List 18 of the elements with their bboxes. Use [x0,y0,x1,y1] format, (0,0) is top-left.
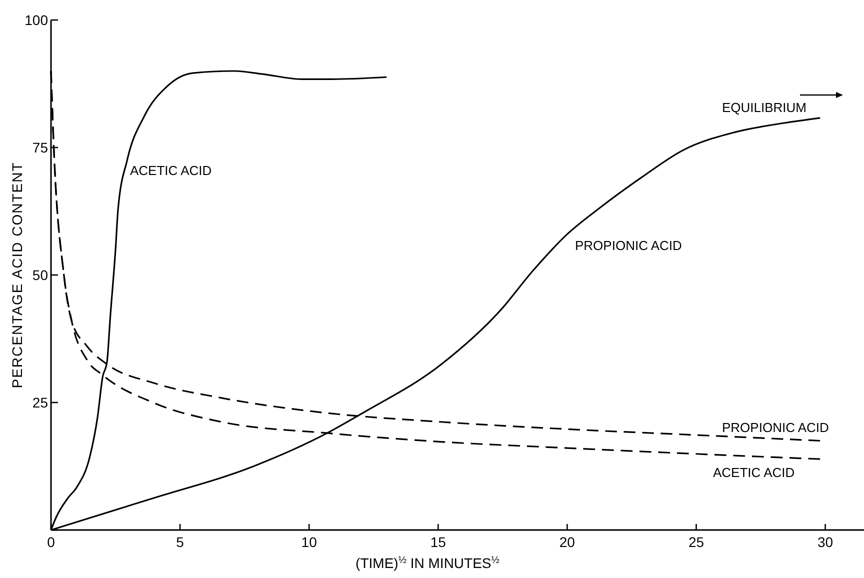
x-tick-label: 0 [47,534,56,550]
y-tick-label: 25 [32,394,48,410]
series-label: ACETIC ACID [130,163,212,178]
x-tick-label: 20 [559,534,576,550]
x-tick-label: 15 [430,534,446,550]
series-label: ACETIC ACID [713,465,795,480]
annotation: EQUILIBRIUM [722,100,807,115]
y-tick-label: 50 [32,267,48,283]
x-tick-label: 30 [817,534,834,550]
x-tick-label: 5 [176,534,184,550]
series-label: PROPIONIC ACID [722,420,829,435]
y-tick-label: 75 [32,140,48,156]
y-axis-title: PERCENTAGE ACID CONTENT [9,162,25,388]
x-tick-label: 25 [688,534,704,550]
series-label: PROPIONIC ACID [575,238,682,253]
y-tick-label: 100 [24,12,48,28]
x-tick-label: 10 [301,534,318,550]
x-axis-title: (TIME)$^{½}$ IN MINUTES$^{½}$ [356,554,500,571]
